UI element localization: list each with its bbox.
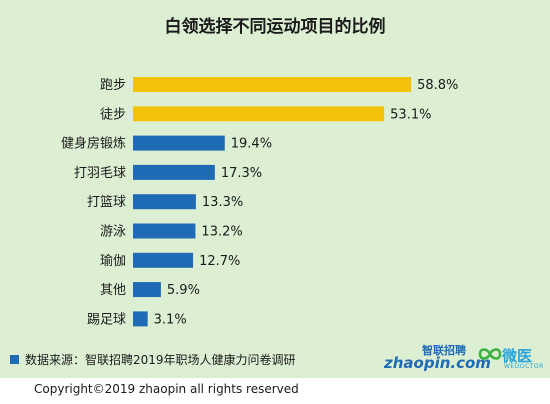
value-label: 17.3%	[221, 166, 262, 181]
wedoctor-logo-cn: 微医	[502, 347, 533, 365]
category-label: 其他	[100, 283, 126, 298]
wedoctor-loop-icon	[478, 348, 502, 360]
data-source: 数据来源：智联招聘2019年职场人健康力问卷调研	[10, 350, 296, 368]
value-label: 53.1%	[390, 107, 431, 122]
category-label: 徒步	[100, 107, 126, 122]
category-label: 打羽毛球	[74, 166, 126, 181]
value-label: 12.7%	[199, 254, 240, 269]
zhaopin-logo-cn: 智联招聘	[422, 344, 466, 357]
bar	[133, 311, 148, 327]
chart-panel	[0, 0, 550, 378]
category-label: 踢足球	[87, 312, 126, 327]
value-label: 13.3%	[202, 195, 243, 210]
category-label: 游泳	[100, 225, 126, 240]
bars	[133, 77, 412, 327]
chart-title: 白领选择不同运动项目的比例	[164, 17, 386, 37]
bar	[133, 282, 161, 298]
category-label: 健身房锻炼	[61, 136, 126, 152]
value-label: 13.2%	[201, 225, 242, 240]
category-label: 打篮球	[87, 195, 126, 210]
bar	[133, 77, 412, 92]
bar	[133, 106, 385, 122]
source-marker-icon	[10, 354, 19, 364]
category-label: 跑步	[100, 78, 126, 93]
bar	[133, 194, 196, 210]
bar	[133, 164, 215, 180]
zhaopin-logo-en: zhaopin.com	[384, 354, 491, 372]
bar	[133, 223, 196, 239]
zhaopin-logo: 智联招聘 zhaopin.com	[384, 342, 491, 372]
value-label: 19.4%	[231, 137, 272, 152]
wedoctor-logo: 微医 WEDOCTOR	[478, 343, 546, 373]
value-label: 58.8%	[417, 78, 458, 93]
value-label: 3.1%	[154, 312, 187, 327]
bar	[133, 252, 194, 268]
copyright-text: Copyright©2019 zhaopin all rights reserv…	[34, 382, 299, 396]
value-labels: 58.8% 53.1% 19.4% 17.3% 13.3% 13.2% 12.7% 5.9% 3…	[154, 78, 459, 327]
source-text: 数据来源：智联招聘2019年职场人健康力问卷调研	[25, 352, 296, 367]
category-label: 瑜伽	[100, 254, 126, 269]
wedoctor-logo-en: WEDOCTOR	[504, 363, 544, 370]
value-label: 5.9%	[167, 283, 200, 298]
bar	[133, 135, 225, 151]
